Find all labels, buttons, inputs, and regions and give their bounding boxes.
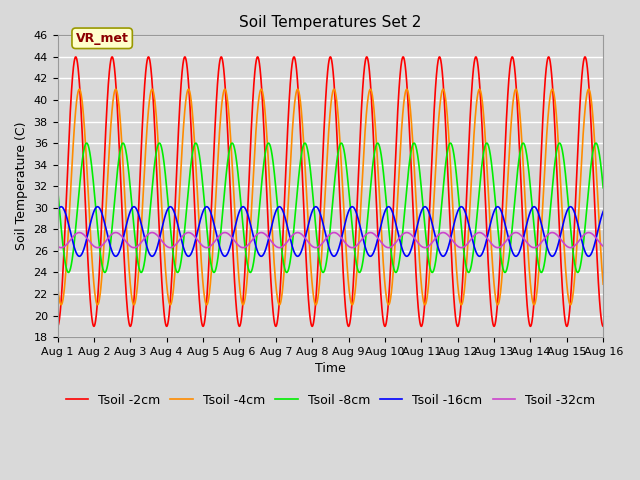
- Tsoil -2cm: [598, 323, 606, 328]
- Tsoil -2cm: [54, 324, 61, 329]
- Tsoil -4cm: [310, 296, 317, 302]
- Line: Tsoil -16cm: Tsoil -16cm: [58, 207, 603, 256]
- Tsoil -16cm: [476, 253, 483, 259]
- Tsoil -8cm: [599, 185, 607, 191]
- X-axis label: Time: Time: [315, 362, 346, 375]
- Tsoil -8cm: [265, 140, 273, 146]
- Title: Soil Temperatures Set 2: Soil Temperatures Set 2: [239, 15, 422, 30]
- Tsoil -2cm: [422, 274, 430, 279]
- Tsoil -16cm: [422, 204, 430, 210]
- Tsoil -4cm: [599, 281, 607, 287]
- Line: Tsoil -2cm: Tsoil -2cm: [58, 57, 603, 326]
- Tsoil -8cm: [599, 180, 607, 185]
- Tsoil -4cm: [484, 175, 492, 181]
- Tsoil -4cm: [476, 86, 483, 92]
- Tsoil -32cm: [484, 236, 492, 241]
- Tsoil -4cm: [152, 105, 159, 111]
- Tsoil -8cm: [423, 241, 431, 247]
- Tsoil -32cm: [599, 243, 607, 249]
- Line: Tsoil -32cm: Tsoil -32cm: [58, 233, 603, 248]
- Tsoil -32cm: [452, 242, 460, 248]
- Line: Tsoil -8cm: Tsoil -8cm: [58, 143, 603, 273]
- Tsoil -2cm: [152, 146, 159, 152]
- Legend: Tsoil -2cm, Tsoil -4cm, Tsoil -8cm, Tsoil -16cm, Tsoil -32cm: Tsoil -2cm, Tsoil -4cm, Tsoil -8cm, Tsoi…: [61, 389, 600, 412]
- Tsoil -4cm: [422, 299, 430, 305]
- Tsoil -8cm: [453, 176, 461, 181]
- Tsoil -8cm: [54, 185, 61, 191]
- Tsoil -32cm: [152, 231, 159, 237]
- Tsoil -32cm: [422, 245, 430, 251]
- Tsoil -2cm: [599, 324, 607, 329]
- Tsoil -8cm: [283, 270, 291, 276]
- Tsoil -16cm: [494, 204, 502, 210]
- Tsoil -16cm: [599, 210, 607, 216]
- Tsoil -4cm: [599, 276, 607, 281]
- Line: Tsoil -4cm: Tsoil -4cm: [58, 89, 603, 305]
- Tsoil -16cm: [310, 205, 317, 211]
- Tsoil -32cm: [476, 230, 483, 236]
- Tsoil -2cm: [484, 248, 492, 253]
- Tsoil -4cm: [54, 281, 61, 287]
- Tsoil -16cm: [152, 249, 159, 255]
- Tsoil -2cm: [310, 317, 318, 323]
- Tsoil -2cm: [72, 54, 79, 60]
- Tsoil -16cm: [599, 208, 607, 214]
- Tsoil -2cm: [452, 321, 460, 327]
- Tsoil -4cm: [452, 267, 460, 273]
- Tsoil -32cm: [494, 245, 502, 251]
- Tsoil -32cm: [310, 244, 317, 250]
- Tsoil -32cm: [54, 243, 61, 249]
- Tsoil -8cm: [152, 154, 159, 159]
- Tsoil -16cm: [54, 208, 61, 214]
- Tsoil -16cm: [484, 233, 492, 239]
- Tsoil -8cm: [484, 141, 492, 147]
- Tsoil -8cm: [310, 206, 318, 212]
- Text: VR_met: VR_met: [76, 32, 129, 45]
- Tsoil -16cm: [452, 212, 460, 217]
- Tsoil -4cm: [494, 302, 502, 308]
- Tsoil -32cm: [599, 243, 607, 249]
- Y-axis label: Soil Temperature (C): Soil Temperature (C): [15, 122, 28, 251]
